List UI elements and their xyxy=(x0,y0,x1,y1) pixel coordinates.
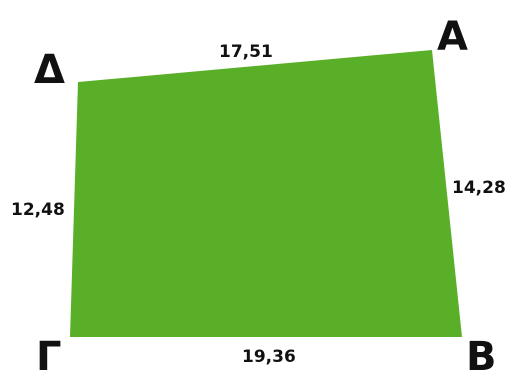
vertex-label-delta: Δ xyxy=(34,47,65,93)
quadrilateral-shape xyxy=(70,50,462,337)
side-length-gamma-beta: 19,36 xyxy=(242,347,296,367)
side-length-delta-alpha: 17,51 xyxy=(219,42,273,62)
vertex-label-beta: Β xyxy=(466,334,497,374)
side-length-delta-gamma: 12,48 xyxy=(11,200,65,220)
vertex-label-alpha: Α xyxy=(437,14,468,60)
side-length-alpha-beta: 14,28 xyxy=(452,178,506,198)
vertex-label-gamma: Γ xyxy=(36,334,62,374)
